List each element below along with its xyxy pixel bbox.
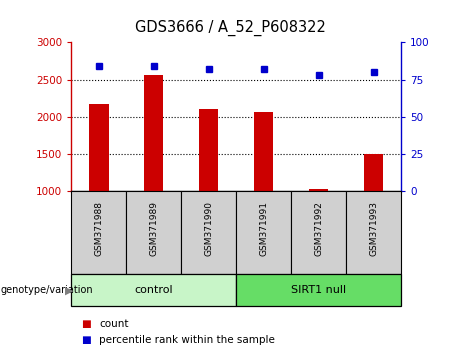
Bar <box>181 191 236 274</box>
Text: control: control <box>135 285 173 295</box>
Text: genotype/variation: genotype/variation <box>1 285 94 295</box>
Bar <box>236 274 401 306</box>
Text: GSM371991: GSM371991 <box>259 201 268 256</box>
Bar <box>346 191 401 274</box>
Text: ■: ■ <box>81 335 90 345</box>
Text: count: count <box>99 319 129 329</box>
Text: ■: ■ <box>81 319 90 329</box>
Bar <box>309 189 328 191</box>
Bar <box>199 109 219 191</box>
Bar <box>71 274 236 306</box>
Text: percentile rank within the sample: percentile rank within the sample <box>99 335 275 345</box>
Text: ▶: ▶ <box>65 285 73 295</box>
Bar <box>254 112 273 191</box>
Text: GSM371990: GSM371990 <box>204 201 213 256</box>
Bar <box>144 75 164 191</box>
Text: GDS3666 / A_52_P608322: GDS3666 / A_52_P608322 <box>135 19 326 36</box>
Text: GSM371992: GSM371992 <box>314 201 323 256</box>
Bar <box>236 191 291 274</box>
Text: SIRT1 null: SIRT1 null <box>291 285 346 295</box>
Bar <box>291 191 346 274</box>
Bar <box>71 191 126 274</box>
Bar <box>89 104 108 191</box>
Text: GSM371993: GSM371993 <box>369 201 378 256</box>
Bar <box>364 154 383 191</box>
Bar <box>126 191 181 274</box>
Text: GSM371988: GSM371988 <box>95 201 103 256</box>
Text: GSM371989: GSM371989 <box>149 201 159 256</box>
